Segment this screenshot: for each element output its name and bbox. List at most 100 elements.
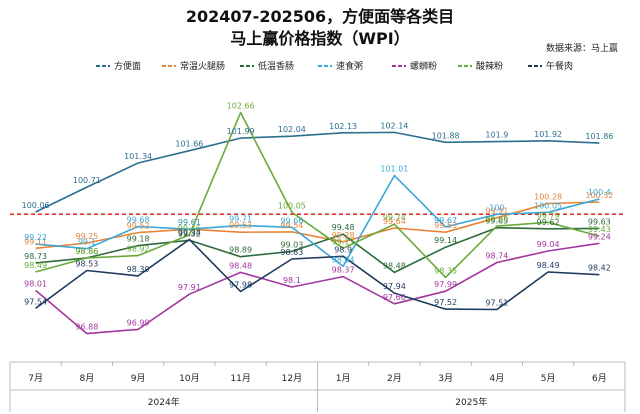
- data-label: 98.74: [485, 251, 508, 260]
- x-tick-label: 8月: [80, 373, 95, 384]
- x-tick-label: 1月: [336, 373, 351, 384]
- data-label: 99.64: [383, 217, 406, 226]
- data-label: 99.91: [485, 207, 508, 216]
- legend-entry: 酸辣粉: [476, 60, 503, 72]
- x-tick-label: 7月: [28, 373, 43, 384]
- data-label: 99.11: [24, 237, 47, 246]
- data-label: 98.64: [332, 255, 355, 264]
- data-label: 98.1: [283, 276, 301, 285]
- data-label: 99.11: [332, 237, 355, 246]
- data-label: 102.66: [227, 101, 255, 110]
- chart-title-line2: 马上赢价格指数（WPI）: [230, 29, 409, 48]
- x-tick-label: 11月: [230, 373, 250, 384]
- data-label: 99.18: [127, 235, 150, 244]
- data-label: 99.24: [588, 232, 611, 241]
- data-label: 100.28: [534, 193, 562, 202]
- legend-entry: 低温香肠: [258, 60, 294, 72]
- data-label: 98.86: [75, 247, 98, 256]
- data-label: 98.53: [75, 260, 98, 269]
- x-tick-label: 9月: [131, 373, 146, 384]
- data-source-note: 数据来源：马上赢: [546, 42, 618, 54]
- legend-entry: 螺蛳粉: [410, 60, 437, 72]
- series-line: [35, 111, 600, 279]
- data-label: 98.49: [537, 261, 560, 270]
- data-label: 99.03: [280, 240, 303, 249]
- data-label: 97.94: [383, 282, 406, 291]
- legend-entry: 常温火腿肠: [180, 60, 225, 72]
- data-label: 99.28: [332, 231, 355, 240]
- data-label: 101.01: [380, 165, 408, 174]
- series-line: [35, 201, 600, 250]
- data-label: 100.4: [588, 188, 611, 197]
- data-label: 97.52: [434, 298, 457, 307]
- data-label: 99.61: [178, 218, 201, 227]
- data-label: 100.32: [585, 191, 613, 200]
- data-label: 100: [489, 203, 504, 212]
- data-label: 100.05: [278, 201, 306, 210]
- data-label: 99.61: [178, 218, 201, 227]
- data-label: 99.79: [537, 211, 560, 220]
- data-label: 101.88: [432, 131, 460, 140]
- data-label: 99.48: [332, 223, 355, 232]
- data-label: 100.06: [22, 201, 50, 210]
- data-label: 97.54: [24, 297, 47, 306]
- data-label: 98.86: [75, 247, 98, 256]
- data-label: 99.65: [485, 217, 508, 226]
- data-label: 98.42: [588, 264, 611, 273]
- data-label: 100.71: [73, 176, 101, 185]
- data-label: 98.73: [24, 252, 47, 261]
- data-label: 99.25: [75, 232, 98, 241]
- data-label: 96.99: [127, 318, 150, 327]
- x-tick-label: 12月: [282, 373, 302, 384]
- x-tick-label: 4月: [490, 373, 505, 384]
- data-label: 99.71: [229, 214, 252, 223]
- data-label: 99.63: [588, 217, 611, 226]
- data-label: 99.53: [434, 221, 457, 230]
- data-label: 101.92: [534, 130, 562, 139]
- data-label: 99.22: [24, 233, 47, 242]
- data-label: 102.14: [380, 121, 408, 130]
- data-label: 99.34: [178, 229, 201, 238]
- x-tick-label: 3月: [438, 373, 453, 384]
- legend: 方便面 常温火腿肠 低温香肠 速食粥 螺蛳粉 酸辣粉 午餐肉: [96, 60, 573, 72]
- data-label: 98.48: [383, 261, 406, 270]
- data-label: 99.32: [178, 229, 201, 238]
- data-label: 99.1: [78, 238, 96, 247]
- data-label: 97.51: [485, 299, 508, 308]
- data-label: 99.04: [537, 240, 560, 249]
- data-label: 97.91: [178, 283, 201, 292]
- data-label: 97.99: [434, 280, 457, 289]
- data-label: 98.39: [127, 265, 150, 274]
- series-line: [35, 238, 600, 311]
- series-layer: [35, 111, 600, 335]
- data-label: 101.99: [227, 127, 255, 136]
- year-label: 2024年: [148, 396, 180, 408]
- data-label: 102.04: [278, 125, 306, 134]
- data-label: 99.62: [537, 218, 560, 227]
- data-label: 99.46: [178, 224, 201, 233]
- data-label: 99.66: [280, 216, 303, 225]
- legend-entry: 速食粥: [336, 60, 363, 72]
- legend-entry: 午餐肉: [546, 60, 573, 72]
- series-line: [35, 242, 600, 335]
- data-label: 99.53: [229, 221, 252, 230]
- data-label: 98.89: [229, 246, 252, 255]
- series-line: [35, 131, 600, 213]
- data-label: 99.68: [127, 216, 150, 225]
- data-label: 99.69: [485, 215, 508, 224]
- data-label: 98.49: [24, 261, 47, 270]
- data-label: 98.48: [229, 261, 252, 270]
- data-label: 98.01: [24, 279, 47, 288]
- data-label: 98.92: [127, 245, 150, 254]
- x-tick-label: 6月: [592, 373, 607, 384]
- data-label-layer: 100.06 100.71 101.34 101.66 101.99 102.04 102.…: [22, 101, 614, 331]
- data-label: 99.67: [434, 216, 457, 225]
- data-label: 101.9: [485, 131, 508, 140]
- chart-title-line1: 202407-202506，方便面等各类目: [186, 7, 454, 26]
- data-label: 99.14: [434, 236, 457, 245]
- x-tick-label: 2月: [387, 373, 402, 384]
- x-tick-label: 10月: [179, 373, 199, 384]
- year-label: 2025年: [455, 396, 487, 408]
- x-axis: 7月 8月 9月 10月 11月 12月 1月 2月 3月 4月 5月 6月 2024年 2025年: [9, 361, 626, 412]
